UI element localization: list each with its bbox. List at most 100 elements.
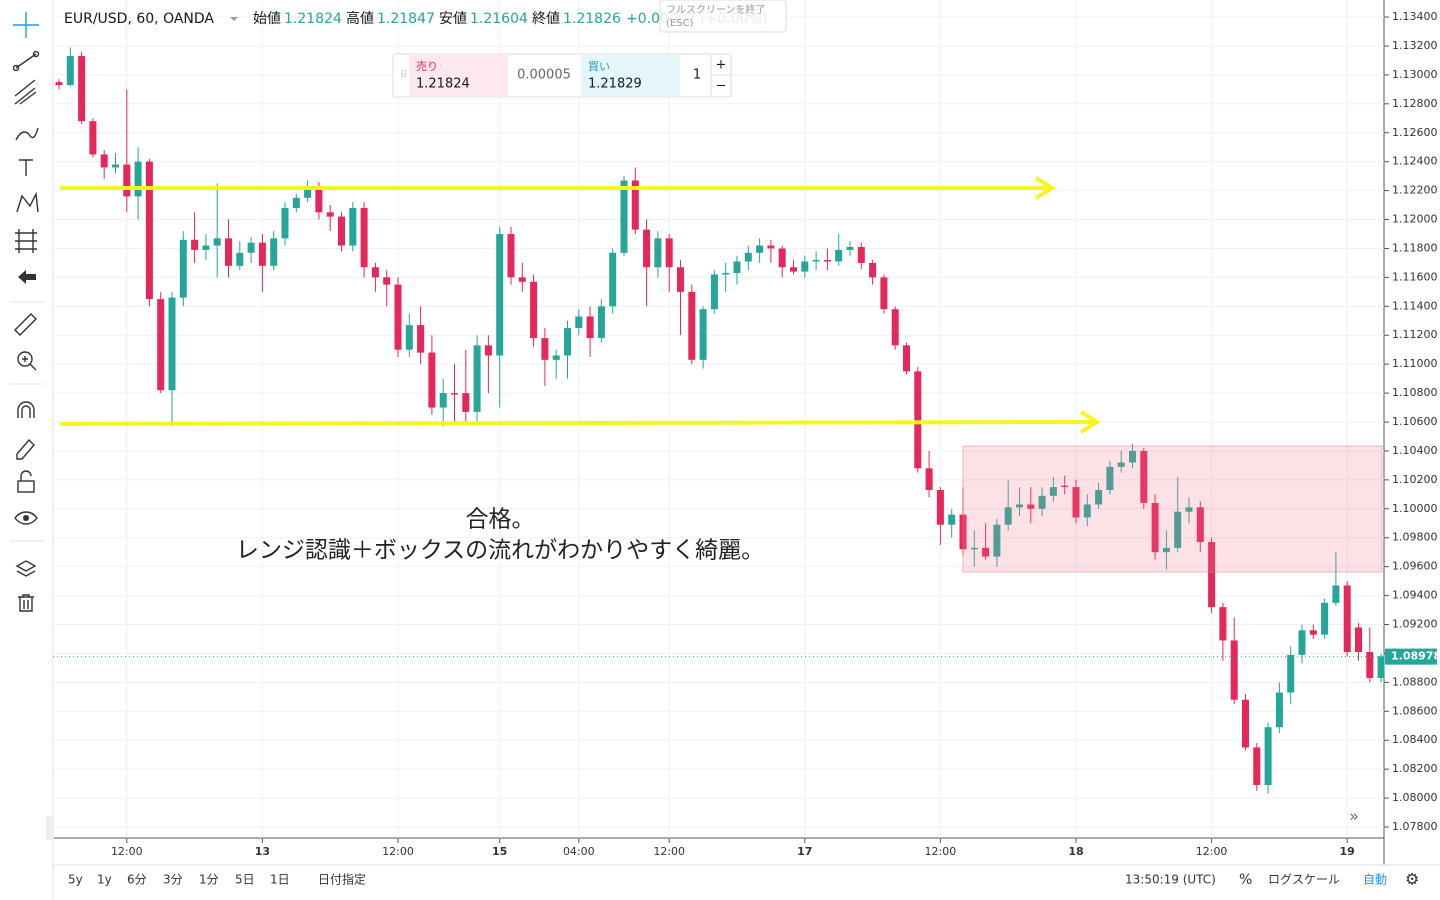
range-bottom-line[interactable] bbox=[59, 420, 1098, 426]
prediction-tool[interactable] bbox=[15, 229, 37, 253]
candle-body bbox=[1275, 692, 1283, 728]
log-scale-toggle[interactable]: ログスケール bbox=[1268, 873, 1340, 887]
candle-body bbox=[1140, 450, 1148, 504]
candle-body bbox=[1117, 462, 1125, 467]
candle-body bbox=[1287, 654, 1295, 693]
candle-body bbox=[643, 229, 651, 268]
candle-body bbox=[1049, 487, 1057, 496]
y-tick-label: 1.10200 bbox=[1392, 473, 1438, 486]
symbol[interactable]: EUR/USD, 60, OANDA bbox=[64, 11, 214, 27]
scroll-to-latest[interactable]: » bbox=[1349, 807, 1359, 826]
tooltip-text: フルスクリーンを終了 bbox=[666, 3, 766, 16]
range-button[interactable]: 1y bbox=[97, 873, 112, 887]
object-tree-tool[interactable] bbox=[15, 560, 37, 577]
y-tick-label: 1.12400 bbox=[1392, 155, 1438, 168]
y-tick-label: 1.12000 bbox=[1392, 213, 1438, 226]
buy-price: 1.21829 bbox=[588, 77, 642, 92]
x-tick-label: 12:00 bbox=[382, 845, 414, 858]
candle-body bbox=[1095, 490, 1103, 505]
candle-body bbox=[733, 261, 741, 274]
candle-body bbox=[134, 161, 142, 197]
candle-body bbox=[846, 247, 854, 250]
range-button[interactable]: 6分 bbox=[127, 873, 147, 887]
settings-button[interactable]: ⚙ bbox=[1405, 870, 1419, 889]
lock-tool[interactable] bbox=[17, 470, 35, 493]
pattern-tool[interactable] bbox=[16, 191, 39, 213]
back-tool[interactable] bbox=[18, 270, 36, 284]
candle-body bbox=[1208, 542, 1216, 608]
range-button[interactable]: 1分 bbox=[199, 873, 219, 887]
candle-body bbox=[586, 316, 594, 339]
candle-body bbox=[213, 238, 221, 246]
trend-line-tool[interactable] bbox=[12, 50, 40, 72]
crosshair-tool[interactable] bbox=[13, 12, 39, 38]
candle-body bbox=[304, 187, 312, 198]
percent-toggle[interactable]: % bbox=[1239, 872, 1252, 888]
delete-tool[interactable] bbox=[18, 594, 34, 612]
sell-button[interactable] bbox=[409, 55, 508, 96]
candle-body bbox=[1309, 630, 1317, 635]
quantity-minus[interactable]: − bbox=[716, 79, 727, 94]
range-button[interactable]: 5y bbox=[68, 873, 83, 887]
candle-body bbox=[1038, 495, 1046, 509]
candle-body bbox=[1106, 466, 1114, 491]
text-tool[interactable] bbox=[19, 159, 33, 176]
last-price-label: 1.08978 bbox=[1391, 650, 1440, 663]
candle-body bbox=[609, 252, 617, 307]
candle-body bbox=[778, 248, 786, 268]
candle-body bbox=[326, 212, 334, 217]
y-tick-label: 1.10800 bbox=[1392, 386, 1438, 399]
trade-panel: ⠿ 売り 1.21824 0.00005 買い 1.21829 1 + − bbox=[392, 53, 732, 98]
candle-body bbox=[914, 371, 922, 469]
quantity-plus[interactable]: + bbox=[716, 58, 727, 73]
auto-scale-toggle[interactable]: 自動 bbox=[1363, 873, 1387, 887]
candle-body bbox=[168, 297, 176, 391]
last-price-badge bbox=[1385, 648, 1437, 665]
y-tick-label: 1.11200 bbox=[1392, 328, 1438, 341]
panel-toggle[interactable] bbox=[46, 816, 54, 840]
candle-body bbox=[1242, 699, 1249, 748]
candle-body bbox=[417, 325, 425, 353]
candle-body bbox=[518, 277, 526, 282]
candle-body bbox=[880, 277, 888, 310]
date-picker[interactable]: 日付指定 bbox=[318, 872, 366, 887]
ohlc-value: 1.21847 bbox=[377, 11, 435, 27]
fib-tool[interactable] bbox=[14, 79, 37, 105]
legend-header: EUR/USD, 60, OANDA 始値 1.21824 高値 1.21847… bbox=[64, 0, 787, 33]
ohlc-label: 始値 bbox=[253, 11, 281, 27]
buy-button[interactable] bbox=[581, 55, 680, 96]
drag-handle: ⠿ bbox=[400, 70, 407, 81]
quantity[interactable]: 1 bbox=[693, 68, 701, 83]
ohlc-value: 1.21826 bbox=[563, 11, 621, 27]
candle-body bbox=[55, 82, 63, 86]
candle-body bbox=[530, 281, 538, 339]
brush-tool[interactable] bbox=[15, 127, 39, 141]
box-drawing[interactable] bbox=[962, 445, 1383, 573]
candle-body bbox=[993, 524, 1001, 557]
magnet-tool[interactable] bbox=[17, 401, 35, 418]
candle-body bbox=[315, 187, 323, 213]
candle-body bbox=[575, 316, 583, 329]
candle-body bbox=[179, 239, 187, 298]
candle-body bbox=[281, 207, 289, 239]
stay-drawing-tool[interactable] bbox=[16, 438, 35, 460]
left-toolbar bbox=[10, 12, 44, 612]
candle-body bbox=[360, 207, 368, 268]
candle-body bbox=[1072, 487, 1080, 518]
candle-body bbox=[1151, 503, 1159, 553]
x-tick-label: 13 bbox=[255, 845, 270, 858]
zoom-tool[interactable] bbox=[17, 351, 37, 371]
ohlc-label: 安値 bbox=[439, 11, 467, 27]
ohlc-label: 終値 bbox=[532, 11, 560, 27]
visibility-tool[interactable] bbox=[14, 511, 38, 525]
candle-body bbox=[744, 252, 752, 262]
candle-body bbox=[925, 468, 933, 491]
candle-body bbox=[948, 514, 956, 525]
candle-body bbox=[112, 164, 119, 168]
ruler-tool[interactable] bbox=[14, 313, 37, 336]
range-button[interactable]: 5日 bbox=[235, 873, 255, 887]
range-button[interactable]: 3分 bbox=[163, 873, 183, 887]
y-tick-label: 1.09600 bbox=[1392, 560, 1438, 573]
y-tick-label: 1.11600 bbox=[1392, 270, 1438, 283]
range-button[interactable]: 1日 bbox=[270, 873, 290, 887]
